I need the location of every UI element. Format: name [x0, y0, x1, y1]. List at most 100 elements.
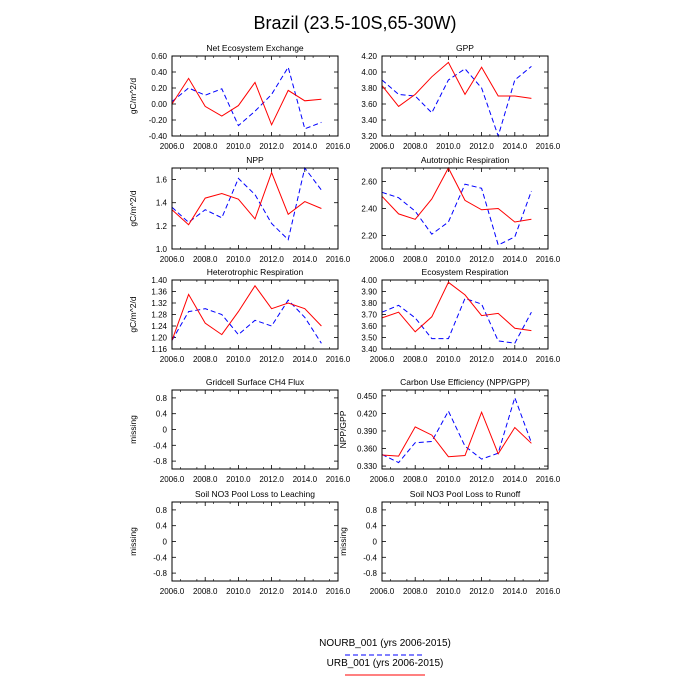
- x-tick-label: 2008.0: [403, 587, 428, 596]
- x-tick-label: 2006.0: [370, 475, 395, 484]
- x-tick-label: 2016.0: [536, 355, 561, 364]
- x-tick-label: 2012.0: [469, 587, 494, 596]
- y-tick-label: -0.4: [153, 553, 167, 562]
- y-tick-label: 0.20: [151, 84, 167, 93]
- x-tick-label: 2006.0: [160, 587, 185, 596]
- x-tick-label: 2016.0: [326, 587, 351, 596]
- x-tick-label: 2010.0: [226, 587, 251, 596]
- panel-1: GPP 2006.0 2008.0 2010.0 2012.0 2014.0 2016.0 3…: [361, 43, 560, 151]
- x-tick-label: 2014.0: [293, 355, 318, 364]
- y-axis-label: gC/m^2/d: [128, 190, 138, 226]
- x-tick-label: 2014.0: [503, 587, 528, 596]
- series-line-1: [381, 410, 532, 458]
- y-tick-label: 0: [163, 538, 168, 547]
- y-tick-label: -0.40: [149, 132, 168, 141]
- x-tick-label: 2014.0: [503, 355, 528, 364]
- y-tick-label: 3.60: [361, 322, 377, 331]
- plot-frame: [381, 389, 549, 470]
- x-tick-label: 2014.0: [503, 142, 528, 151]
- y-tick-label: 0.390: [357, 427, 378, 436]
- plot-frame: [381, 501, 549, 582]
- y-tick-label: 0.4: [156, 410, 168, 419]
- y-tick-label: 3.80: [361, 84, 377, 93]
- panel-3: Autotrophic Respiration 2006.0 2008.0 2010.…: [361, 155, 560, 264]
- y-axis-label: NPP/GPP: [338, 410, 348, 448]
- series-line-1: [171, 171, 322, 226]
- x-tick-label: 2006.0: [160, 255, 185, 264]
- plot-frame: [171, 389, 339, 470]
- x-tick-label: 2012.0: [469, 142, 494, 151]
- y-tick-label: 1.36: [151, 288, 167, 297]
- series-line-1: [381, 281, 532, 333]
- x-tick-label: 2010.0: [436, 255, 461, 264]
- series-line-0: [171, 166, 322, 241]
- x-tick-label: 2016.0: [326, 355, 351, 364]
- x-tick-label: 2010.0: [226, 355, 251, 364]
- panel-title: Ecosystem Respiration: [422, 267, 509, 277]
- series-line-0: [381, 66, 532, 138]
- y-axis-label: missing: [338, 527, 348, 556]
- x-tick-label: 2014.0: [293, 475, 318, 484]
- panel-title: Autotrophic Respiration: [421, 155, 510, 165]
- y-tick-label: 1.4: [156, 199, 168, 208]
- series-line-0: [381, 297, 532, 344]
- panel-5: Ecosystem Respiration 2006.0 2008.0 2010.0 2…: [361, 267, 560, 364]
- panel-8: Soil NO3 Pool Loss to Leaching missing 200…: [128, 489, 351, 596]
- y-tick-label: 0.450: [357, 392, 378, 401]
- x-tick-label: 2008.0: [193, 587, 218, 596]
- x-tick-label: 2010.0: [226, 142, 251, 151]
- series-line-0: [171, 65, 322, 130]
- series-line-0: [171, 299, 322, 344]
- panel-title: NPP: [246, 155, 264, 165]
- y-tick-label: 1.32: [151, 299, 167, 308]
- x-tick-label: 2016.0: [326, 142, 351, 151]
- y-axis-label: gC/m^2/d: [128, 78, 138, 114]
- y-tick-label: -0.4: [363, 553, 377, 562]
- y-tick-label: -0.8: [153, 457, 167, 466]
- series-line-1: [381, 61, 532, 108]
- y-tick-label: 0: [163, 426, 168, 435]
- x-tick-label: 2008.0: [403, 355, 428, 364]
- plot-frame: [171, 501, 339, 582]
- y-tick-label: 3.50: [361, 334, 377, 343]
- x-tick-label: 2016.0: [536, 255, 561, 264]
- plot-frame: [171, 55, 339, 137]
- panel-4: Heterotrophic Respiration gC/m^2/d 2006.0 2…: [128, 267, 351, 364]
- plot-frame: [171, 167, 339, 250]
- x-tick-label: 2016.0: [326, 255, 351, 264]
- y-tick-label: -0.4: [153, 441, 167, 450]
- y-tick-label: 0.8: [156, 506, 168, 515]
- series-line-0: [381, 183, 532, 246]
- y-tick-label: 0.60: [151, 52, 167, 61]
- legend-label-urb: URB_001 (yrs 2006-2015): [327, 658, 444, 669]
- y-tick-label: 2.60: [361, 178, 377, 187]
- x-tick-label: 2010.0: [436, 475, 461, 484]
- panel-7: Carbon Use Efficiency (NPP/GPP) NPP/GPP 20…: [338, 377, 561, 484]
- x-tick-label: 2008.0: [193, 255, 218, 264]
- y-tick-label: 3.60: [361, 100, 377, 109]
- x-tick-label: 2012.0: [469, 355, 494, 364]
- series-line-1: [381, 166, 532, 223]
- panel-title: Soil NO3 Pool Loss to Runoff: [410, 489, 521, 499]
- x-tick-label: 2006.0: [370, 142, 395, 151]
- x-tick-label: 2006.0: [370, 355, 395, 364]
- y-tick-label: 2.40: [361, 205, 377, 214]
- panel-6: Gridcell Surface CH4 Flux missing 2006.0 20…: [128, 377, 351, 484]
- y-tick-label: 1.16: [151, 345, 167, 354]
- y-tick-label: 1.24: [151, 322, 167, 331]
- x-tick-label: 2012.0: [259, 142, 284, 151]
- y-tick-label: -0.8: [153, 569, 167, 578]
- panel-title: Carbon Use Efficiency (NPP/GPP): [400, 377, 530, 387]
- x-tick-label: 2010.0: [226, 475, 251, 484]
- x-tick-label: 2006.0: [160, 142, 185, 151]
- y-tick-label: 3.40: [361, 116, 377, 125]
- plot-frame: [381, 279, 549, 350]
- y-tick-label: 1.0: [156, 245, 168, 254]
- y-tick-label: 0.330: [357, 462, 378, 471]
- legend: NOURB_001 (yrs 2006-2015) URB_001 (yrs 2…: [319, 638, 451, 676]
- y-tick-label: 3.70: [361, 311, 377, 320]
- y-tick-label: 0.8: [366, 506, 378, 515]
- plot-frame: [171, 279, 339, 350]
- x-tick-label: 2008.0: [193, 475, 218, 484]
- panel-0: Net Ecosystem Exchange gC/m^2/d 2006.0 2008…: [128, 43, 351, 151]
